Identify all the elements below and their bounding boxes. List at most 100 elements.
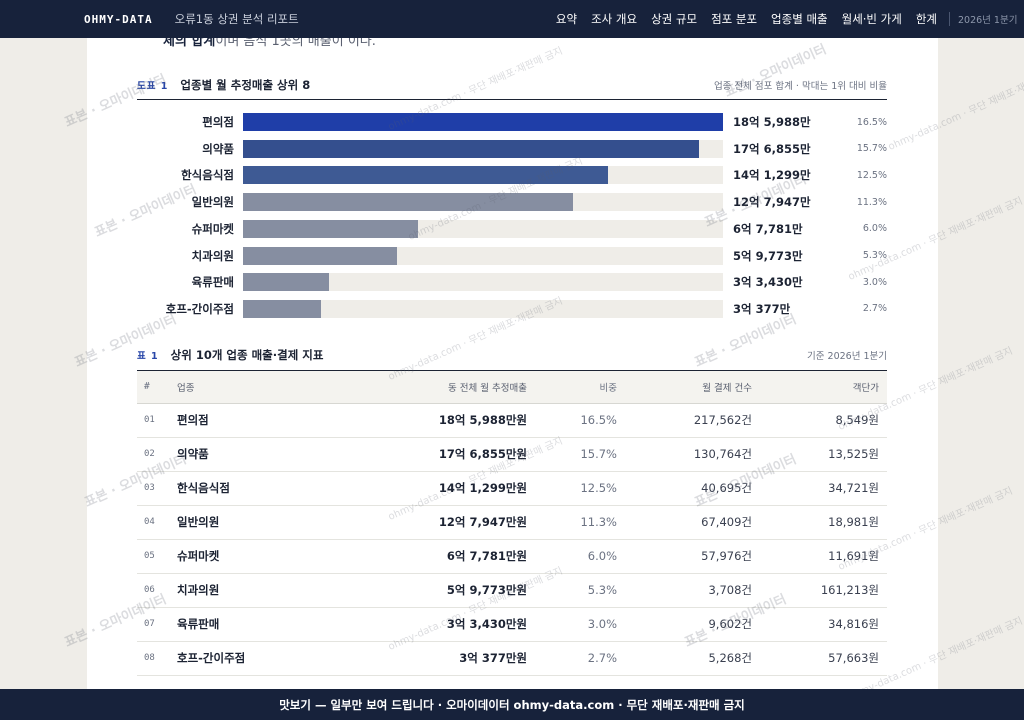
brand-logo[interactable]: OHMY-DATA (84, 12, 153, 26)
figure-caption: 도표 1 업종별 월 추정매출 상위 8 업종 전체 점포 합계 · 막대는 1… (137, 77, 887, 93)
row-monthly-sales: 6억 7,781만원 (327, 539, 527, 574)
bar-track (243, 193, 723, 212)
bar-category-label: 호프-간이주점 (165, 301, 234, 316)
bar-row: 일반의원 12억 7,947만 11.3% (137, 193, 887, 212)
industry-table: # 업종 동 전체 월 추정매출 비중 월 결제 건수 객단가 01 편의점 18억… (137, 371, 887, 676)
bar (243, 139, 700, 158)
row-share: 15.7% (527, 437, 617, 472)
bar-value-label: 3억 3,430만 (733, 275, 803, 290)
bar-value-label: 14억 1,299만 (733, 168, 811, 183)
bar-category-label: 한식음식점 (181, 168, 234, 183)
col-header-monthly-sales: 동 전체 월 추정매출 (327, 371, 527, 404)
row-transactions: 5,268건 (617, 641, 752, 676)
row-unit-price: 18,981원 (752, 505, 887, 540)
row-unit-price: 57,663원 (752, 641, 887, 676)
figure-tag: 도표 1 (137, 81, 169, 92)
bar-value-label: 5억 9,773만 (733, 248, 803, 263)
nav-link-summary[interactable]: 요약 (555, 12, 578, 26)
top-nav: OHMY-DATA 오류1동 상권 분석 리포트 요약 조사 개요 상권 규모 … (0, 0, 1024, 38)
bar-category-label: 슈퍼마켓 (191, 221, 234, 236)
row-rank: 07 (137, 607, 177, 642)
bar-track (243, 166, 723, 185)
nav-link-rent-vacancy[interactable]: 월세·빈 가게 (841, 12, 902, 26)
bar-row: 한식음식점 14억 1,299만 12.5% (137, 166, 887, 185)
table-row: 08 호프-간이주점 3억 377만원 2.7% 5,268건 57,663원 (137, 641, 887, 676)
table-row: 01 편의점 18억 5,988만원 16.5% 217,562건 8,549원 (137, 403, 887, 438)
nav-link-store-distribution[interactable]: 점포 분포 (711, 12, 758, 26)
row-industry: 일반의원 (177, 505, 327, 540)
row-industry: 한식음식점 (177, 471, 327, 506)
row-rank: 08 (137, 641, 177, 676)
nav-link-market-size[interactable]: 상권 규모 (651, 12, 698, 26)
report-title: 오류1동 상권 분석 리포트 (174, 12, 299, 26)
col-header-rank: # (137, 371, 177, 404)
figure-rule (137, 99, 887, 100)
col-header-industry: 업종 (177, 371, 327, 404)
col-header-unit-price: 객단가 (752, 371, 887, 404)
bar (243, 299, 322, 318)
figure-title: 업종별 월 추정매출 상위 8 (180, 78, 311, 92)
bar (243, 246, 398, 265)
bar-share-label: 2.7% (862, 303, 887, 315)
bar-share-label: 12.5% (856, 169, 887, 181)
row-rank: 02 (137, 437, 177, 472)
nav-link-limitations[interactable]: 한계 (915, 12, 937, 26)
bar-share-label: 6.0% (862, 223, 887, 235)
table-row: 07 육류판매 3억 3,430만원 3.0% 9,602건 34,816원 (137, 607, 887, 642)
table-body: 01 편의점 18억 5,988만원 16.5% 217,562건 8,549원 02 의약품… (137, 403, 887, 676)
row-share: 5.3% (527, 573, 617, 608)
table-caption: 표 1 상위 10개 업종 매출·결제 지표 기준 2026년 1분기 (137, 347, 887, 363)
row-monthly-sales: 17억 6,855만원 (327, 437, 527, 472)
bar-value-label: 3억 377만 (733, 301, 791, 316)
row-rank: 05 (137, 539, 177, 574)
table-row: 02 의약품 17억 6,855만원 15.7% 130,764건 13,525원 (137, 437, 887, 472)
nav-link-survey-overview[interactable]: 조사 개요 (591, 12, 638, 26)
bar-category-label: 의약품 (202, 141, 234, 156)
row-industry: 편의점 (177, 403, 327, 438)
row-share: 2.7% (527, 641, 617, 676)
bar-track (243, 273, 723, 292)
row-industry: 호프-간이주점 (177, 641, 327, 676)
table-note: 기준 2026년 1분기 (807, 351, 887, 362)
row-monthly-sales: 5억 9,773만원 (327, 573, 527, 608)
row-transactions: 3,708건 (617, 573, 752, 608)
table-row: 04 일반의원 12억 7,947만원 11.3% 67,409건 18,981원 (137, 505, 887, 540)
bar-track (243, 246, 723, 265)
bar-value-label: 18억 5,988만 (733, 115, 811, 129)
nav-date: 2026년 1분기 (958, 15, 1018, 26)
table-title: 상위 10개 업종 매출·결제 지표 (170, 348, 324, 362)
row-share: 12.5% (527, 471, 617, 506)
nav-links: 요약 조사 개요 상권 규모 점포 분포 업종별 매출 월세·빈 가게 한계 2… (556, 0, 1024, 38)
bar-value-label: 12억 7,947만 (733, 195, 811, 210)
bar-row: 편의점 18억 5,988만 16.5% (137, 113, 887, 131)
bar-track (243, 299, 723, 318)
col-header-share: 비중 (527, 371, 617, 404)
bar-row: 호프-간이주점 3억 377만 2.7% (137, 299, 887, 318)
row-unit-price: 34,721원 (752, 471, 887, 506)
nav-link-sales-by-industry[interactable]: 업종별 매출 (771, 12, 828, 26)
bar-value-label: 17억 6,855만 (733, 141, 811, 156)
table-row: 06 치과의원 5억 9,773만원 5.3% 3,708건 161,213원 (137, 573, 887, 608)
row-rank: 03 (137, 471, 177, 506)
bar (243, 193, 574, 212)
row-unit-price: 34,816원 (752, 607, 887, 642)
row-monthly-sales: 3억 3,430만원 (327, 607, 527, 642)
bar-track (243, 139, 723, 158)
table-row: 03 한식음식점 14억 1,299만원 12.5% 40,695건 34,721원 (137, 471, 887, 506)
row-rank: 06 (137, 573, 177, 608)
row-share: 3.0% (527, 607, 617, 642)
row-share: 16.5% (527, 403, 617, 438)
row-industry: 슈퍼마켓 (177, 539, 327, 574)
bar (243, 273, 330, 292)
bar-row: 의약품 17억 6,855만 15.7% (137, 139, 887, 158)
row-monthly-sales: 14억 1,299만원 (327, 471, 527, 506)
table-tag: 표 1 (137, 351, 159, 362)
table-row: 05 슈퍼마켓 6억 7,781만원 6.0% 57,976건 11,691원 (137, 539, 887, 574)
row-transactions: 130,764건 (617, 437, 752, 472)
row-transactions: 217,562건 (617, 403, 752, 438)
bar-value-label: 6억 7,781만 (733, 221, 803, 236)
bar-row: 슈퍼마켓 6억 7,781만 6.0% (137, 219, 887, 238)
row-unit-price: 11,691원 (752, 539, 887, 574)
bar (243, 166, 608, 185)
row-industry: 육류판매 (177, 607, 327, 642)
